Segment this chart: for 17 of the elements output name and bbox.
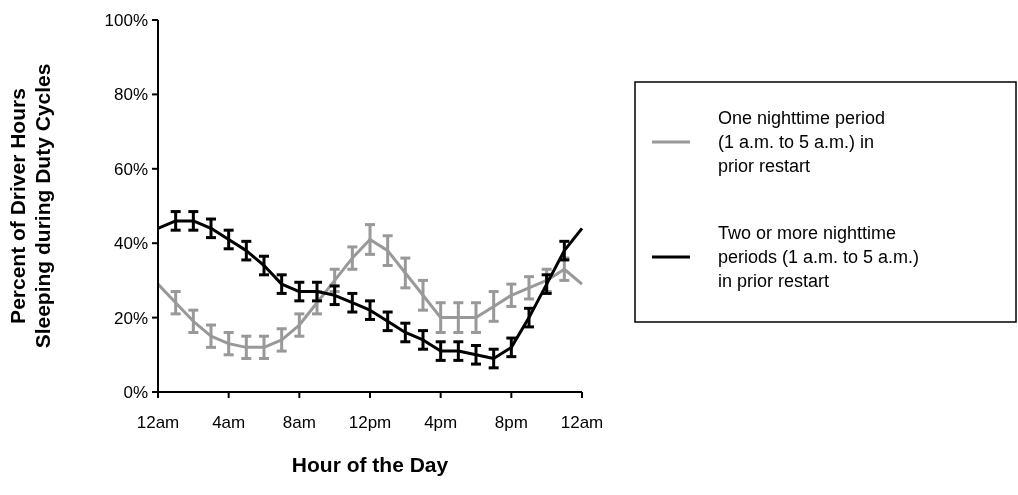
- y-tick-label: 60%: [113, 159, 148, 179]
- x-tick-label: 8am: [282, 412, 316, 432]
- y-tick-label: 80%: [113, 85, 148, 105]
- legend-label: One nighttime period (1 a.m. to 5 a.m.) in prior restart: [718, 108, 886, 177]
- x-tick-label: 4am: [212, 412, 246, 432]
- x-tick-label: 4pm: [424, 412, 458, 432]
- y-tick-label: 40%: [113, 234, 148, 254]
- y-tick-label: 0%: [123, 382, 148, 402]
- x-axis-title: Hour of the Day: [291, 453, 449, 476]
- x-tick-label: 12am: [136, 412, 180, 432]
- y-tick-label: 100%: [104, 10, 148, 30]
- y-tick-label: 20%: [113, 308, 148, 328]
- x-tick-label: 8pm: [494, 412, 528, 432]
- y-axis-title: Percent of Driver Hours Sleeping during Duty Cycles: [6, 63, 54, 349]
- legend-label: Two or more nighttime periods (1 a.m. to 5 a.m.) in prior restart: [718, 223, 920, 292]
- x-tick-label: 12pm: [348, 412, 392, 432]
- x-tick-label: 12am: [560, 412, 604, 432]
